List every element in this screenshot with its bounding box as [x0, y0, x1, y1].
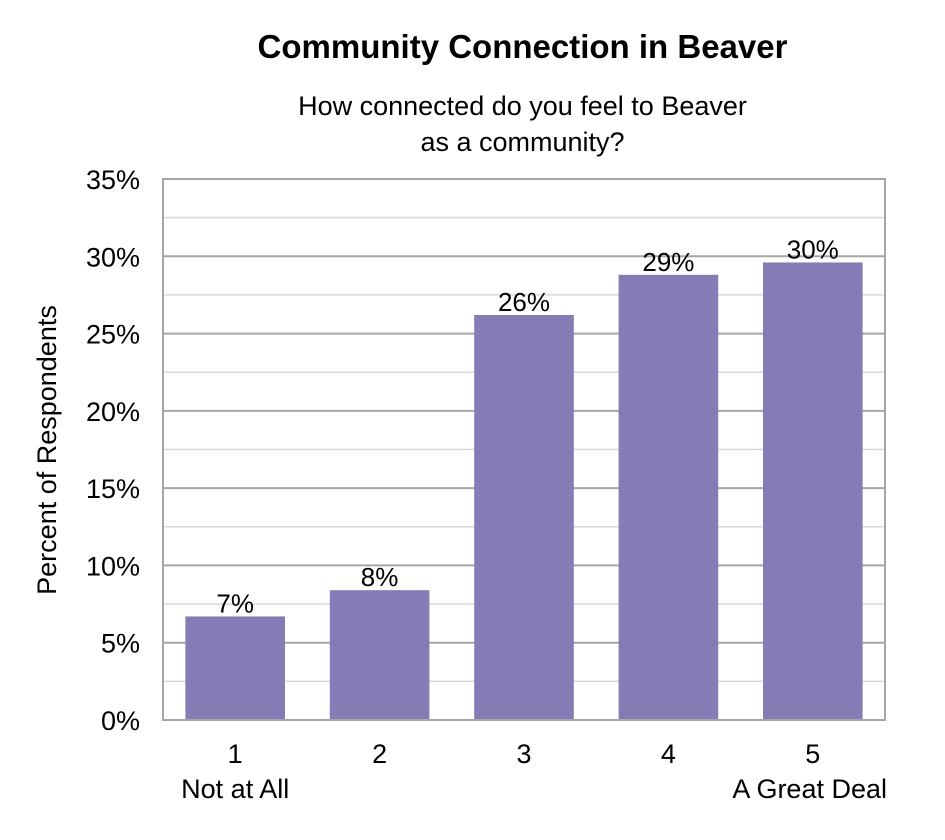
y-tick-label: 35% [86, 165, 140, 195]
y-tick-label: 0% [101, 706, 140, 736]
data-label: 7% [216, 588, 254, 618]
y-tick-label: 15% [86, 474, 140, 504]
bars [185, 262, 863, 720]
y-axis-label: Percent of Respondents [32, 305, 62, 595]
data-label: 26% [498, 287, 550, 317]
x-tick-label: 1 [228, 739, 243, 769]
x-axis-ticks: 1 2 3 4 5 Not at All A Great Deal [181, 739, 887, 804]
bar-2 [329, 590, 430, 720]
x-tick-label: 3 [516, 739, 531, 769]
y-tick-label: 20% [86, 397, 140, 427]
x-tick-sublabel: Not at All [181, 774, 289, 804]
x-tick-label: 5 [805, 739, 820, 769]
y-tick-label: 25% [86, 320, 140, 350]
x-tick-label: 2 [372, 739, 387, 769]
y-tick-label: 5% [101, 629, 140, 659]
chart-title: Community Connection in Beaver [257, 28, 788, 65]
data-label: 29% [642, 247, 694, 277]
chart-subtitle-line-1: How connected do you feel to Beaver [298, 91, 747, 121]
bar-4 [618, 274, 719, 720]
x-tick-sublabel: A Great Deal [732, 774, 887, 804]
bar-3 [474, 315, 574, 720]
y-axis-ticks: 0% 5% 10% 15% 20% 25% 30% 35% [86, 165, 140, 736]
chart-subtitle: How connected do you feel to Beaver as a… [0, 88, 945, 160]
chart-subtitle-line-2: as a community? [420, 127, 625, 157]
data-labels: 7% 8% 26% 29% 30% [216, 234, 838, 618]
data-label: 8% [361, 562, 399, 592]
x-tick-label: 4 [661, 739, 676, 769]
bar-1 [185, 616, 286, 720]
y-tick-label: 30% [86, 242, 140, 272]
bar-5 [762, 262, 863, 720]
plot-area-frame [162, 178, 886, 721]
data-label: 30% [787, 234, 839, 264]
y-tick-label: 10% [86, 551, 140, 581]
